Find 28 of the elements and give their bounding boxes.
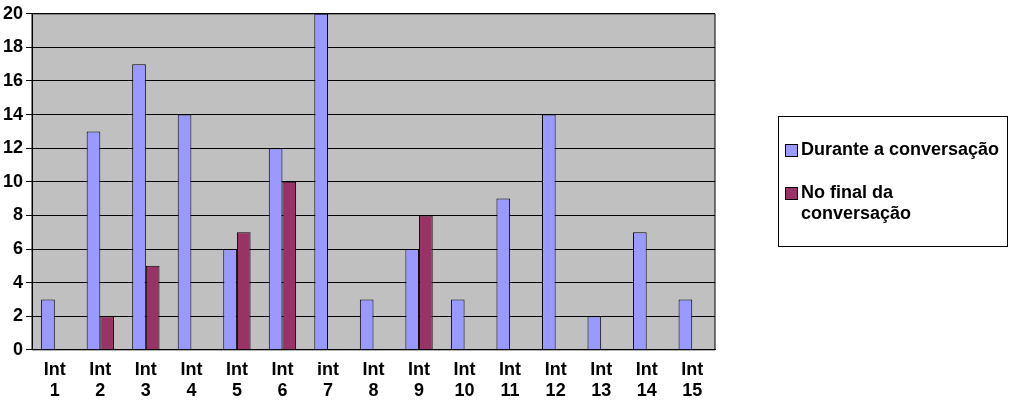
legend-label: Durante a conversação — [801, 139, 1000, 160]
x-tick-label: Int 8 — [362, 358, 385, 401]
y-tick-label: 14 — [2, 103, 24, 124]
y-tick-label: 16 — [2, 69, 24, 90]
x-tick-label: Int 6 — [271, 358, 294, 401]
x-tick-label: Int 11 — [499, 358, 522, 401]
y-tick-label: 10 — [2, 170, 24, 191]
x-tick-label: Int 2 — [89, 358, 112, 401]
x-tick-label: int 7 — [316, 358, 339, 401]
x-tick-label: Int 4 — [180, 358, 203, 401]
x-tick-label: Int 13 — [590, 358, 613, 401]
y-tick-label: 2 — [13, 305, 24, 326]
y-tick-label: 12 — [2, 137, 24, 158]
x-tick-label: Int 14 — [635, 358, 658, 401]
legend-label: No final da conversação — [801, 182, 913, 224]
y-tick-label: 18 — [2, 36, 24, 57]
y-tick-label: 0 — [13, 338, 24, 359]
x-tick-label: Int 1 — [43, 358, 66, 401]
y-tick-label: 4 — [13, 271, 24, 292]
y-tick-label: 6 — [13, 237, 24, 258]
y-tick-label: 20 — [2, 2, 24, 23]
x-tick-label: Int 10 — [453, 358, 476, 401]
y-tick-label: 8 — [13, 204, 24, 225]
x-tick-label: Int 12 — [544, 358, 567, 401]
x-tick-label: Int 3 — [134, 358, 157, 401]
x-tick-label: Int 15 — [681, 358, 704, 401]
x-tick-label: Int 9 — [408, 358, 431, 401]
x-tick-label: Int 5 — [225, 358, 248, 401]
